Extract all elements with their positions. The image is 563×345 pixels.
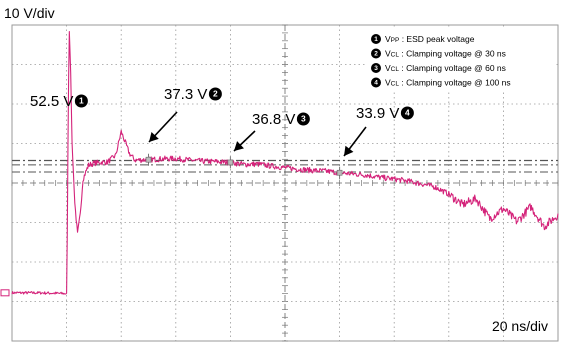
legend-marker-2: 2 — [371, 48, 381, 59]
legend-entry-2: VCL : Clamping voltage @ 30 ns — [385, 49, 506, 59]
annotation-marker-1: 1 — [74, 94, 88, 108]
svg-text:3: 3 — [301, 114, 306, 124]
annotation-label-1: 52.5 V — [30, 93, 73, 110]
annotation-marker-2: 2 — [208, 87, 222, 101]
legend-entry-1: VPP : ESD peak voltage — [385, 34, 475, 44]
svg-text:4: 4 — [405, 108, 410, 118]
annotation-arrowhead — [149, 132, 159, 142]
legend-marker-1: 1 — [371, 34, 381, 44]
annotation-label-3: 36.8 V — [252, 111, 295, 128]
legend-background — [366, 29, 556, 91]
legend-marker-3: 3 — [371, 63, 381, 73]
series-line-trace — [11, 31, 559, 295]
svg-text:3: 3 — [374, 65, 378, 72]
channel-ground-marker — [0, 289, 10, 297]
annotation-arrowhead — [234, 141, 244, 151]
legend: 1 VPP : ESD peak voltage 2 VCL : Clamping v… — [366, 29, 556, 91]
legend-entry-3: VCL : Clamping voltage @ 60 ns — [385, 63, 506, 73]
svg-text:2: 2 — [374, 51, 378, 58]
measure-point — [145, 156, 152, 163]
svg-text:4: 4 — [374, 80, 378, 87]
svg-text:2: 2 — [213, 89, 218, 99]
svg-text:1: 1 — [374, 36, 378, 43]
legend-entry-4: VCL : Clamping voltage @ 100 ns — [385, 78, 511, 88]
annotation-marker-4: 4 — [400, 106, 414, 120]
annotation-label-4: 33.9 V — [356, 105, 399, 122]
annotation-arrowhead — [344, 145, 354, 156]
vertical-scale-label: 10 V/div — [4, 5, 55, 21]
legend-marker-4: 4 — [371, 77, 381, 88]
measure-point — [336, 169, 343, 176]
svg-text:1: 1 — [79, 96, 84, 106]
measure-point — [227, 159, 234, 166]
trace-layer — [0, 31, 559, 297]
annotation-marker-3: 3 — [296, 112, 310, 126]
horizontal-scale-label: 20 ns/div — [492, 318, 548, 334]
annotations: 52.5 V 1 37.3 V 2 36.8 V 3 33.9 V 4 — [30, 86, 414, 179]
annotation-label-2: 37.3 V — [164, 86, 207, 103]
